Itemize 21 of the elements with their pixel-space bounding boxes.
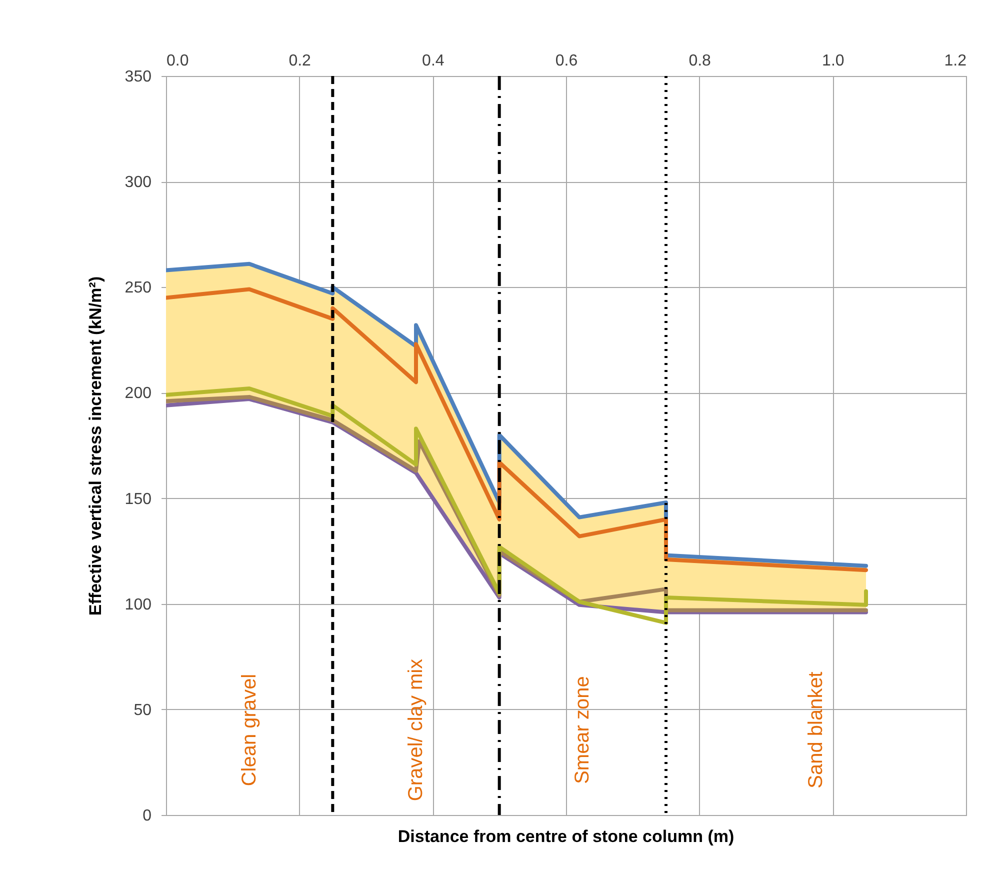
y-tick-label: 50 — [134, 702, 152, 719]
y-tick-label: 100 — [124, 596, 152, 614]
x-tick-label: 1.0 — [822, 52, 844, 70]
x-tick-label: 0.8 — [688, 52, 712, 70]
x-axis-title: Distance from centre of stone column (m) — [398, 827, 734, 846]
x-tick-label: 0.2 — [288, 52, 312, 70]
x-tick-label: 0.0 — [166, 52, 189, 70]
y-tick-label: 300 — [124, 174, 152, 192]
annotation: Smear zone — [572, 676, 594, 784]
y-axis-title: Effective vertical stress increment (kN/m²) — [86, 276, 105, 616]
x-tick-label: 1.2 — [944, 52, 967, 70]
y-tick-label: 150 — [124, 490, 152, 508]
y-tick-label: 250 — [124, 280, 152, 297]
y-tick-label: 350 — [124, 68, 152, 86]
y-tick-label: 0 — [142, 808, 152, 824]
annotation: Sand blanket — [805, 671, 827, 788]
x-tick-label: 0.4 — [422, 52, 444, 70]
x-tick-label: 0.6 — [555, 52, 578, 70]
annotation: Clean gravel — [238, 674, 260, 786]
annotation: Gravel/ clay mix — [405, 658, 427, 802]
y-tick-label: 200 — [124, 385, 152, 402]
